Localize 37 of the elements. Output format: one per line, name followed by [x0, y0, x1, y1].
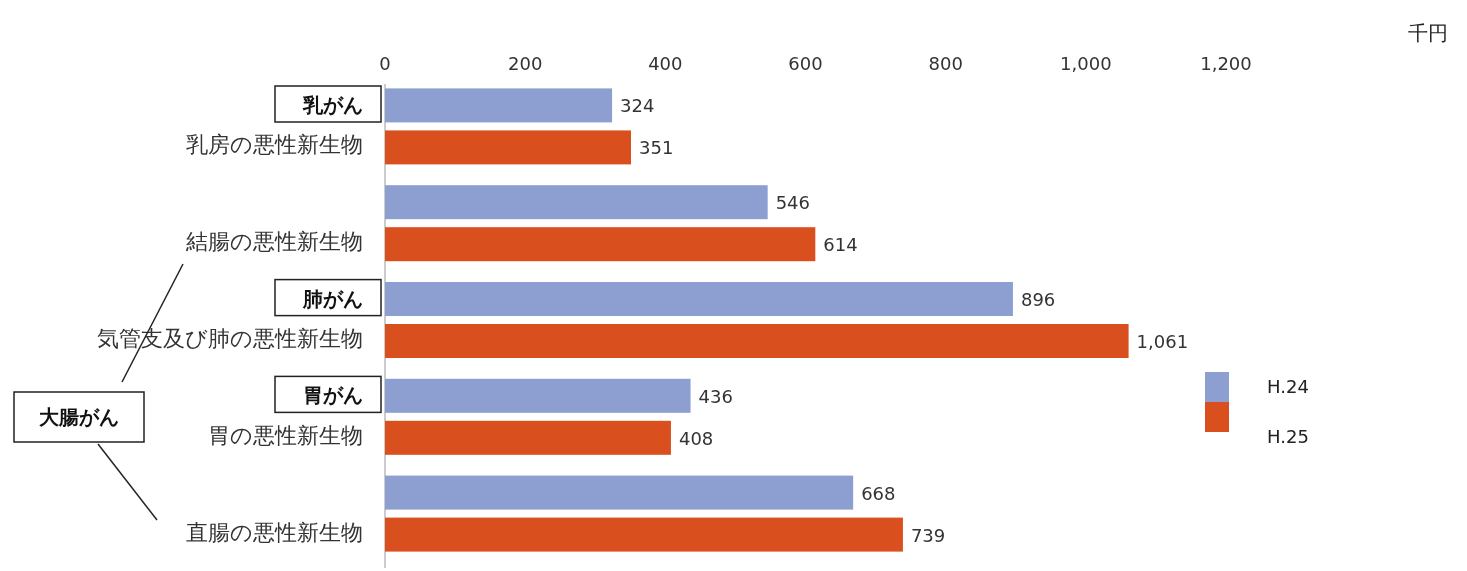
text: 千円 [1408, 21, 1448, 45]
data-label: 896 [1020, 289, 1056, 310]
text: 胃がん [303, 383, 363, 408]
data-label: 614 [823, 234, 858, 256]
data-label: 351 [638, 137, 674, 159]
text: 乳がん [302, 93, 363, 117]
y-tick-label: 直腸の悪性新生物 [186, 519, 363, 545]
data-label: 546 [775, 192, 811, 214]
bar [385, 185, 768, 220]
text: 肺がん [302, 286, 363, 311]
x-tick-label: 1,200 [1200, 53, 1252, 74]
y-tick-label: 乳房の悪性新生物 [186, 132, 363, 158]
text: 大腸がん [39, 405, 119, 429]
x-tick-label: 0 [379, 53, 391, 74]
data-label: 324 [620, 95, 655, 117]
bar [385, 475, 854, 510]
x-tick-label: 400 [648, 53, 683, 74]
bar [385, 378, 691, 413]
bar [385, 420, 671, 455]
data-label: 739 [910, 524, 946, 546]
bar [385, 88, 613, 123]
x-tick-label: 800 [928, 53, 963, 74]
data-label: 668 [861, 482, 896, 504]
y-tick-label: 結腸の悪性新生物 [185, 229, 363, 255]
x-tick-label: 600 [788, 53, 823, 74]
x-tick-label: 1,000 [1060, 53, 1112, 74]
bar [385, 282, 1013, 316]
bar [385, 517, 903, 552]
y-tick-label: 胃の悪性新生物 [208, 422, 363, 448]
data-label: 436 [698, 385, 733, 407]
bar [385, 324, 1129, 358]
data-label: 408 [678, 427, 714, 449]
legend-label: H.24 [1267, 376, 1309, 397]
x-tick-label: 200 [507, 53, 543, 74]
bar [385, 227, 816, 262]
data-label: 1,061 [1136, 331, 1189, 352]
bar [385, 130, 631, 165]
